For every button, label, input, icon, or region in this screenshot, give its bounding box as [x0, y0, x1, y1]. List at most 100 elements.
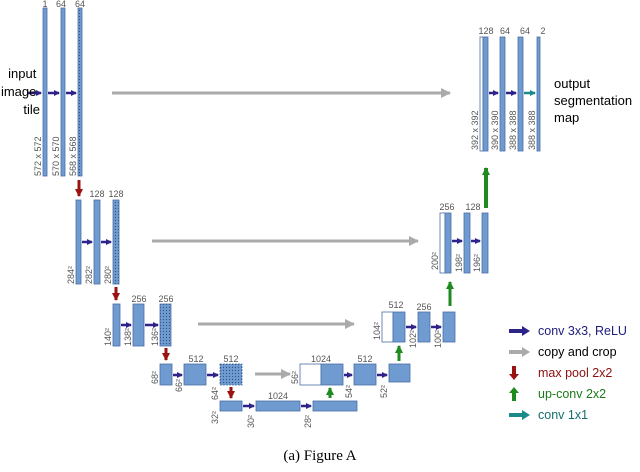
channel-label: 2 — [540, 26, 545, 36]
size-label: 200² — [430, 252, 440, 270]
size-label: 390 x 390 — [490, 110, 500, 150]
channel-label: 512 — [223, 354, 238, 364]
feature-map — [77, 7, 83, 177]
size-label: 102² — [408, 330, 418, 348]
feature-map — [481, 212, 489, 274]
size-label: 284² — [66, 266, 76, 284]
feature-map — [42, 7, 48, 177]
size-label: 568 x 568 — [68, 136, 78, 176]
size-label: 572 x 572 — [33, 136, 43, 176]
feature-map — [320, 363, 344, 386]
legend: conv 3x3, ReLU copy and crop max pool 2x… — [508, 320, 638, 425]
feature-map — [536, 36, 541, 152]
level3-encoder: 256 256 140² 138² 136² — [103, 294, 174, 347]
channel-label: 256 — [416, 302, 431, 312]
arrow-right-icon — [509, 346, 530, 357]
channel-label: 1024 — [268, 391, 288, 401]
size-label: 100² — [433, 330, 443, 348]
size-label: 136² — [150, 328, 160, 346]
channel-label: 512 — [188, 354, 203, 364]
channel-label: 64 — [520, 26, 530, 36]
feature-map — [159, 363, 173, 386]
feature-map — [219, 363, 243, 386]
channel-label: 128 — [478, 26, 493, 36]
size-label: 388 x 388 — [527, 110, 537, 150]
level1-decoder: 128 64 64 2 392 x 392 390 x 390 388 x 38… — [470, 26, 546, 152]
level4-decoder: 1024 512 56² 54² 52² — [290, 354, 411, 398]
size-label: 198² — [454, 254, 464, 272]
legend-label: max pool 2x2 — [538, 365, 613, 380]
channel-label: 256 — [439, 202, 454, 212]
feature-map — [444, 212, 452, 274]
arrow-up-icon — [509, 386, 519, 401]
channel-label: 128 — [108, 189, 123, 199]
feature-map — [159, 303, 172, 347]
feature-map — [75, 199, 82, 285]
feature-map — [312, 400, 358, 412]
input-label: input image tile — [1, 66, 40, 117]
channel-label: 512 — [388, 300, 403, 310]
legend-item-conv1x1: conv 1x1 — [508, 404, 638, 425]
size-label: 392 x 392 — [470, 110, 480, 150]
feature-map — [479, 36, 484, 152]
level2-decoder: 256 128 200² 198² 196² — [430, 202, 489, 274]
bottleneck: 1024 32² 30² 28² — [210, 391, 358, 428]
feature-map — [442, 311, 456, 343]
channel-label: 64 — [56, 0, 66, 9]
size-label: 68² — [150, 371, 160, 384]
channel-label: 1024 — [311, 354, 331, 364]
channel-label: 128 — [465, 202, 480, 212]
size-label: 66² — [174, 379, 184, 392]
channel-label: 512 — [357, 354, 372, 364]
feature-map — [219, 400, 243, 412]
feature-map — [381, 311, 394, 343]
feature-map — [183, 363, 207, 386]
feature-map — [112, 303, 121, 347]
size-label: 54² — [344, 385, 354, 398]
feature-map — [112, 199, 120, 285]
feature-map — [255, 400, 301, 412]
legend-label: conv 3x3, ReLU — [538, 323, 627, 338]
feature-map — [353, 363, 377, 386]
legend-item-maxpool: max pool 2x2 — [508, 362, 638, 383]
feature-map — [439, 212, 446, 274]
feature-map — [417, 311, 431, 343]
feature-map — [132, 303, 145, 347]
size-label: 104² — [372, 322, 382, 340]
channel-label: 256 — [131, 294, 146, 304]
size-label: 282² — [84, 266, 94, 284]
feature-map — [499, 36, 506, 152]
size-label: 138² — [123, 328, 133, 346]
legend-item-copy: copy and crop — [508, 341, 638, 362]
size-label: 56² — [290, 371, 300, 384]
arrow-down-icon — [509, 365, 519, 380]
level4-encoder: 512 512 68² 66² 64² — [150, 354, 243, 400]
size-label: 30² — [246, 415, 256, 428]
channel-label: 256 — [158, 294, 173, 304]
feature-map — [93, 199, 101, 285]
size-label: 196² — [472, 254, 482, 272]
channel-label: 1 — [42, 0, 47, 9]
level3-decoder: 512 256 104² 102² 100² — [372, 300, 456, 348]
legend-label: up-conv 2x2 — [538, 386, 607, 401]
arrow-right-icon — [509, 325, 530, 336]
channel-label: 64 — [500, 26, 510, 36]
level1-encoder: 1 64 64 572 x 572 570 x 570 568 x 568 — [27, 0, 85, 177]
legend-label: copy and crop — [538, 344, 617, 359]
figure-caption: (a) Figure A — [283, 448, 357, 464]
size-label: 570 x 570 — [51, 136, 61, 176]
feature-map — [482, 36, 489, 152]
channel-label: 128 — [89, 189, 104, 199]
channel-label: 64 — [75, 0, 85, 9]
level2-encoder: 128 128 284² 282² 280² — [66, 189, 124, 285]
feature-map — [392, 311, 406, 343]
legend-item-conv: conv 3x3, ReLU — [508, 320, 638, 341]
size-label: 140² — [103, 328, 113, 346]
feature-map — [60, 7, 66, 177]
size-label: 32² — [210, 411, 220, 424]
size-label: 280² — [103, 266, 113, 284]
feature-map — [517, 36, 524, 152]
size-label: 52² — [379, 385, 389, 398]
output-label: output segmentation map — [554, 76, 636, 125]
